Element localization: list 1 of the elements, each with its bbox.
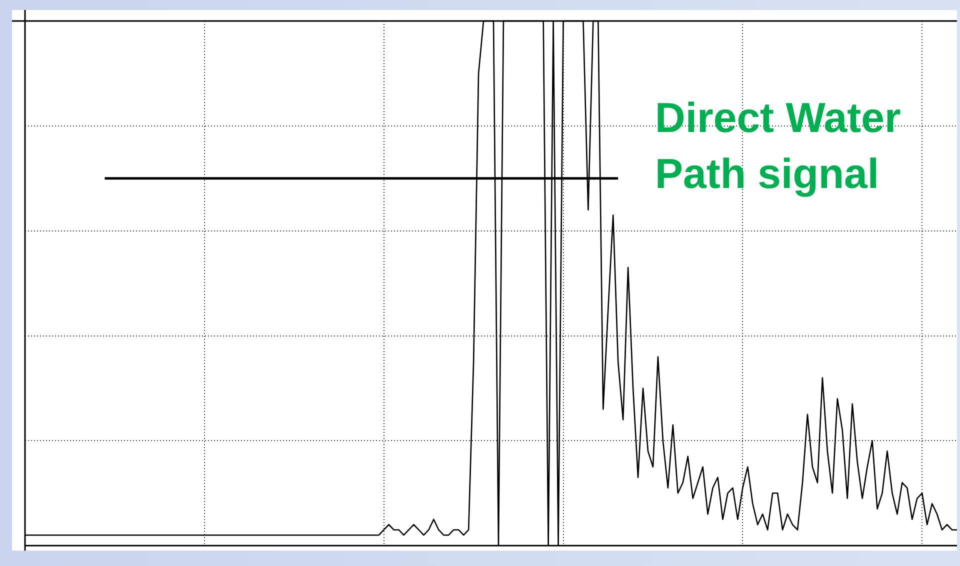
annotation: Direct Water Path signal [655, 93, 902, 199]
